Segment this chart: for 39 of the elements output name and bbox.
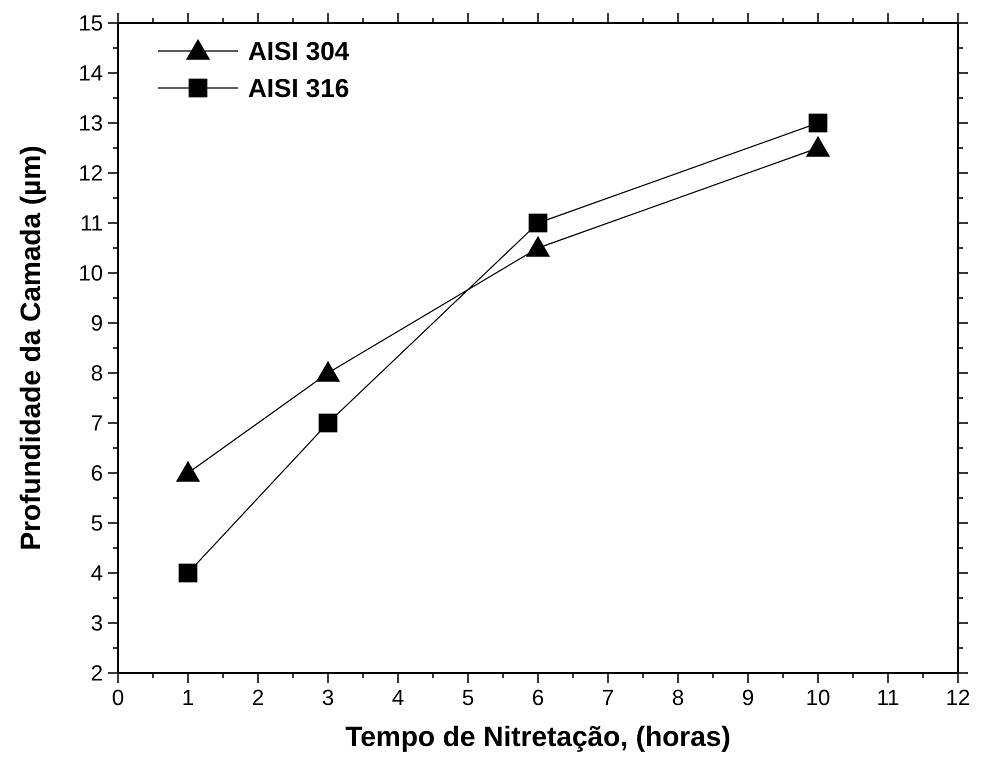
y-tick-label: 10: [78, 260, 103, 286]
x-axis-title: Tempo de Nitretação, (horas): [345, 721, 731, 752]
y-tick-label: 13: [78, 110, 103, 136]
x-tick-label: 11: [876, 685, 900, 710]
y-tick-label: 9: [90, 310, 103, 336]
x-tick-label: 5: [462, 685, 474, 710]
y-tick-label: 11: [80, 210, 103, 236]
y-tick-label: 5: [90, 510, 103, 536]
point: [528, 214, 548, 232]
x-tick-label: 9: [742, 685, 754, 710]
x-tick-label: 10: [806, 685, 830, 710]
y-axis-title: Profundidade da Camada (µm): [15, 145, 46, 551]
point: [176, 460, 200, 482]
point: [806, 136, 830, 157]
y-tick-label: 12: [78, 160, 103, 186]
point: [318, 414, 338, 432]
x-tick-label: 8: [672, 685, 684, 710]
y-tick-label: 6: [90, 460, 103, 486]
y-tick-label: 8: [90, 360, 103, 386]
x-tick-label: 12: [946, 685, 970, 710]
x-tick-label: 7: [602, 685, 614, 710]
y-tick-label: 7: [90, 410, 103, 436]
x-tick-label: 4: [392, 685, 404, 710]
legend-label: AISI 316: [248, 73, 350, 104]
y-tick-label: 2: [90, 660, 103, 686]
x-tick-label: 6: [532, 685, 544, 710]
point: [808, 114, 828, 132]
x-tick-label: 0: [112, 685, 124, 710]
point: [526, 236, 550, 257]
x-tick-label: 2: [252, 685, 264, 710]
x-tick-label: 3: [322, 685, 334, 710]
y-tick-label: 15: [78, 10, 103, 36]
y-tick-label: 14: [78, 60, 103, 86]
x-tick-label: 1: [182, 685, 194, 710]
legend-label: AISI 304: [248, 36, 350, 66]
point: [178, 564, 198, 582]
point: [316, 360, 340, 382]
y-tick-label: 4: [90, 560, 103, 586]
y-tick-label: 3: [90, 610, 103, 636]
